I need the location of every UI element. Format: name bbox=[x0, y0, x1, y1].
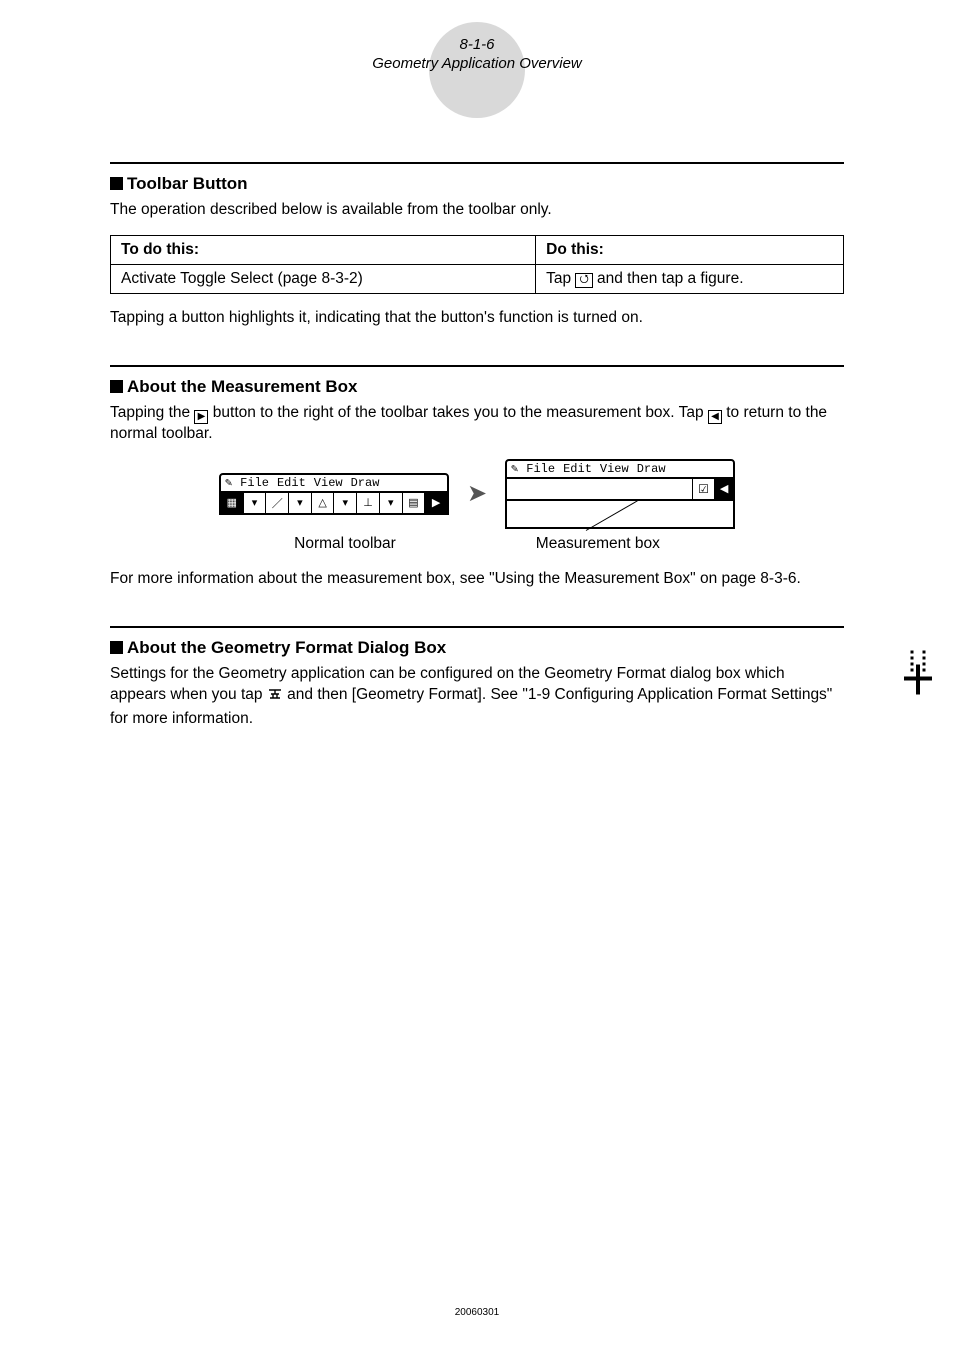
diagonal-line-icon bbox=[586, 500, 638, 531]
table-header-row: To do this: Do this: bbox=[111, 235, 844, 264]
table-cell-right: Tap ⭯ and then tap a figure. bbox=[536, 264, 844, 293]
cell-text-post: and then tap a figure. bbox=[593, 270, 744, 287]
page-header: 8-1-6 Geometry Application Overview bbox=[110, 32, 844, 72]
dropdown-icon: ▾ bbox=[334, 493, 357, 513]
transition-arrow-icon: ➤ bbox=[467, 479, 487, 508]
section-toolbar-button: Toolbar Button The operation described b… bbox=[110, 162, 844, 329]
settings-small-icon: ✎ bbox=[511, 461, 518, 476]
tool-triangle-icon: △ bbox=[312, 493, 335, 513]
dropdown-icon: ▾ bbox=[380, 493, 403, 513]
menu-item: Draw bbox=[351, 476, 380, 490]
footer-code: 20060301 bbox=[0, 1307, 954, 1318]
heading-measurement-box: About the Measurement Box bbox=[110, 377, 844, 397]
measurement-box-label: Measurement box bbox=[536, 535, 660, 553]
measurement-menubar: ✎ File Edit View Draw bbox=[505, 459, 735, 479]
right-arrow-icon: ▶ bbox=[194, 410, 208, 424]
geometry-format-text: Settings for the Geometry application ca… bbox=[110, 664, 844, 730]
instruction-table: To do this: Do this: Activate Toggle Sel… bbox=[110, 235, 844, 294]
settings-small-icon: ✎ bbox=[225, 475, 232, 490]
menu-item: Edit bbox=[563, 462, 592, 476]
menu-item: File bbox=[526, 462, 555, 476]
toggle-select-icon: ⭯ bbox=[575, 273, 592, 288]
page-title: Geometry Application Overview bbox=[110, 55, 844, 72]
settings-menu-icon bbox=[267, 688, 283, 709]
table-header-left: To do this: bbox=[111, 235, 536, 264]
normal-toolbar-label: Normal toolbar bbox=[294, 535, 396, 553]
measurement-box-intro: Tapping the ▶ button to the right of the… bbox=[110, 403, 844, 445]
measurement-canvas bbox=[505, 501, 735, 529]
menu-item: Edit bbox=[277, 476, 306, 490]
bullet-square-icon bbox=[110, 641, 123, 654]
toolbar-comparison-row: ✎ File Edit View Draw ▦ ▾ ／ ▾ △ ▾ ⊥ bbox=[110, 459, 844, 529]
measurement-field bbox=[507, 479, 693, 499]
menu-item: File bbox=[240, 476, 269, 490]
menu-item: Draw bbox=[637, 462, 666, 476]
measurement-toolbar-group: ✎ File Edit View Draw ☑ ◀ bbox=[505, 459, 735, 529]
normal-toolbar: ▦ ▾ ／ ▾ △ ▾ ⊥ ▾ ▤ ▶ bbox=[219, 493, 449, 515]
heading-toolbar-button: Toolbar Button bbox=[110, 174, 844, 194]
heading-geometry-format: About the Geometry Format Dialog Box bbox=[110, 638, 844, 658]
normal-toolbar-group: ✎ File Edit View Draw ▦ ▾ ／ ▾ △ ▾ ⊥ bbox=[219, 473, 449, 515]
cell-text-pre: Tap bbox=[546, 270, 575, 287]
left-arrow-icon: ◀ bbox=[715, 479, 733, 499]
intro-pre: Tapping the bbox=[110, 404, 194, 421]
measurement-box-followup: For more information about the measureme… bbox=[110, 569, 844, 590]
section-rule bbox=[110, 626, 844, 628]
heading-text: About the Geometry Format Dialog Box bbox=[127, 638, 446, 657]
intro-mid: button to the right of the toolbar takes… bbox=[208, 404, 707, 421]
normal-menubar: ✎ File Edit View Draw bbox=[219, 473, 449, 493]
right-arrow-icon: ▶ bbox=[425, 493, 447, 513]
tool-perp-icon: ⊥ bbox=[357, 493, 380, 513]
tool-line-icon: ／ bbox=[266, 493, 289, 513]
section-geometry-format: About the Geometry Format Dialog Box Set… bbox=[110, 626, 844, 730]
bullet-square-icon bbox=[110, 380, 123, 393]
tool-grid-icon: ▤ bbox=[403, 493, 426, 513]
menu-item: View bbox=[600, 462, 629, 476]
dropdown-icon: ▾ bbox=[289, 493, 312, 513]
toolbar-button-intro: The operation described below is availab… bbox=[110, 200, 844, 221]
checkbox-icon: ☑ bbox=[693, 479, 715, 499]
registration-mark-icon bbox=[900, 651, 936, 700]
menu-item: View bbox=[314, 476, 343, 490]
table-row: Activate Toggle Select (page 8-3-2) Tap … bbox=[111, 264, 844, 293]
toolbar-button-note: Tapping a button highlights it, indicati… bbox=[110, 308, 844, 329]
heading-text: Toolbar Button bbox=[127, 174, 248, 193]
bullet-square-icon bbox=[110, 177, 123, 190]
section-rule bbox=[110, 365, 844, 367]
section-measurement-box: About the Measurement Box Tapping the ▶ … bbox=[110, 365, 844, 590]
section-rule bbox=[110, 162, 844, 164]
table-header-right: Do this: bbox=[536, 235, 844, 264]
page-number: 8-1-6 bbox=[110, 36, 844, 53]
tool-select-icon: ▦ bbox=[221, 493, 244, 513]
dropdown-icon: ▾ bbox=[244, 493, 267, 513]
heading-text: About the Measurement Box bbox=[127, 377, 357, 396]
table-cell-left: Activate Toggle Select (page 8-3-2) bbox=[111, 264, 536, 293]
toolbar-labels-row: Normal toolbar Measurement box bbox=[110, 535, 844, 553]
left-arrow-icon: ◀ bbox=[708, 410, 722, 424]
measurement-toolbar: ☑ ◀ bbox=[505, 479, 735, 501]
